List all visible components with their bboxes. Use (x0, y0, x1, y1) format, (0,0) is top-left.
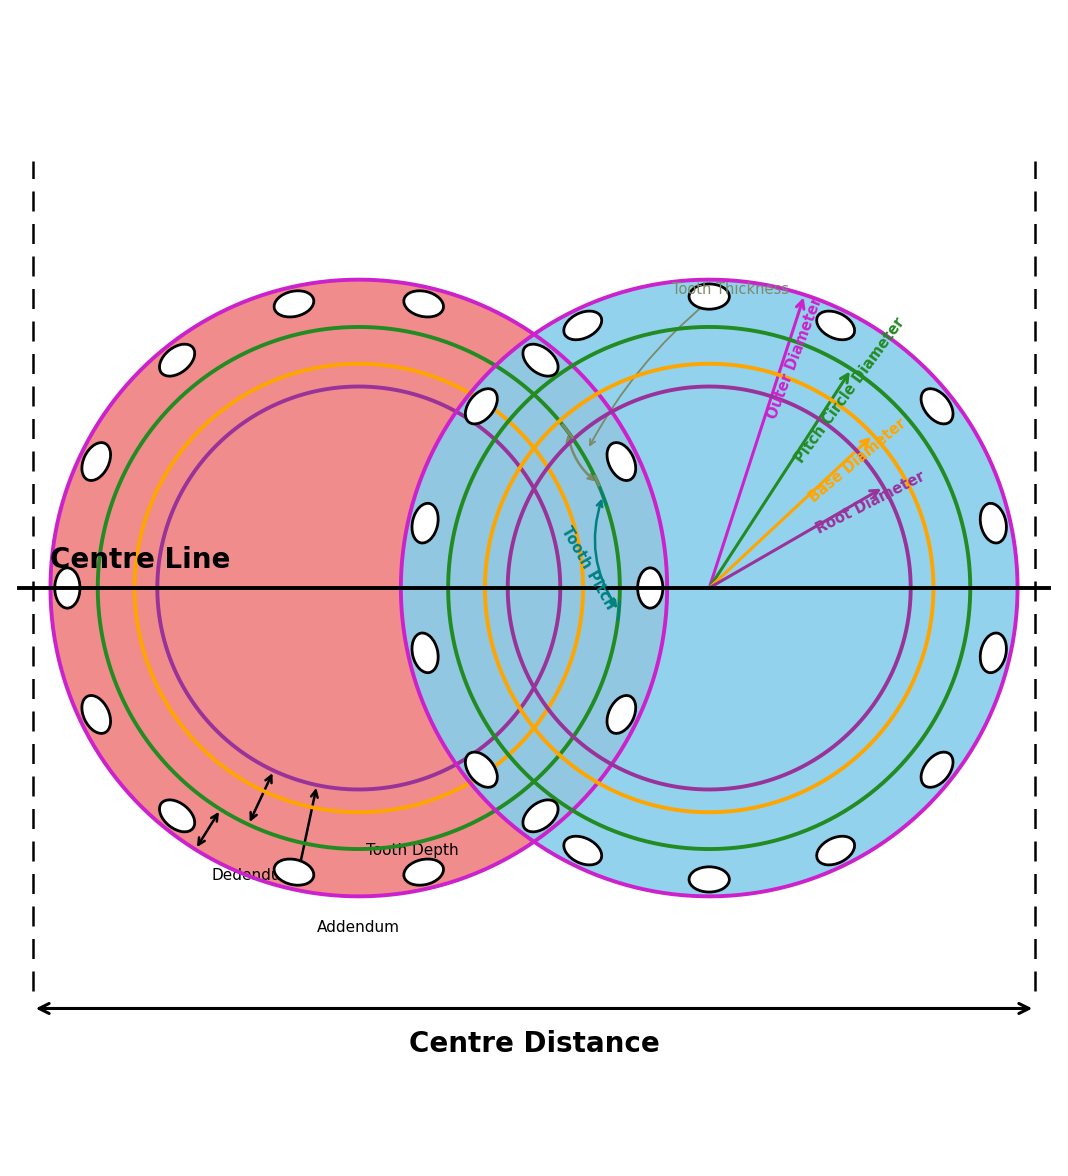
Ellipse shape (817, 312, 854, 340)
Ellipse shape (82, 695, 111, 734)
Ellipse shape (689, 867, 729, 893)
Text: Root Diameter: Root Diameter (814, 468, 928, 536)
Ellipse shape (54, 568, 80, 608)
Ellipse shape (412, 503, 438, 543)
Ellipse shape (980, 503, 1006, 543)
Ellipse shape (412, 633, 438, 673)
Ellipse shape (404, 858, 443, 886)
Ellipse shape (921, 389, 953, 423)
Ellipse shape (564, 836, 601, 864)
Ellipse shape (564, 312, 601, 340)
Ellipse shape (274, 290, 314, 318)
Text: Centre Distance: Centre Distance (409, 1029, 659, 1057)
Ellipse shape (921, 753, 953, 787)
Ellipse shape (607, 442, 635, 481)
Ellipse shape (159, 345, 194, 376)
Text: Tooth Depth: Tooth Depth (366, 843, 458, 858)
Ellipse shape (607, 695, 635, 734)
Ellipse shape (404, 290, 443, 318)
Ellipse shape (466, 753, 498, 787)
Text: Pitch Circle Diameter: Pitch Circle Diameter (792, 315, 908, 466)
Ellipse shape (817, 836, 854, 864)
Ellipse shape (523, 345, 559, 376)
Ellipse shape (82, 442, 111, 481)
Circle shape (50, 280, 668, 896)
Ellipse shape (523, 800, 559, 831)
Circle shape (400, 280, 1018, 896)
Ellipse shape (466, 389, 498, 423)
Text: Base Diameter: Base Diameter (806, 415, 909, 505)
Text: Outer Diameter: Outer Diameter (765, 295, 824, 421)
Ellipse shape (159, 800, 194, 831)
Ellipse shape (689, 283, 729, 309)
Ellipse shape (274, 858, 314, 886)
Ellipse shape (638, 568, 663, 608)
Text: Tooth Thickness: Tooth Thickness (672, 282, 789, 298)
Text: Centre Line: Centre Line (50, 546, 231, 574)
Ellipse shape (980, 633, 1006, 673)
Text: Tooth Pitch: Tooth Pitch (559, 523, 618, 612)
Text: Addendum: Addendum (317, 921, 399, 935)
Text: Dedendum: Dedendum (211, 868, 296, 883)
